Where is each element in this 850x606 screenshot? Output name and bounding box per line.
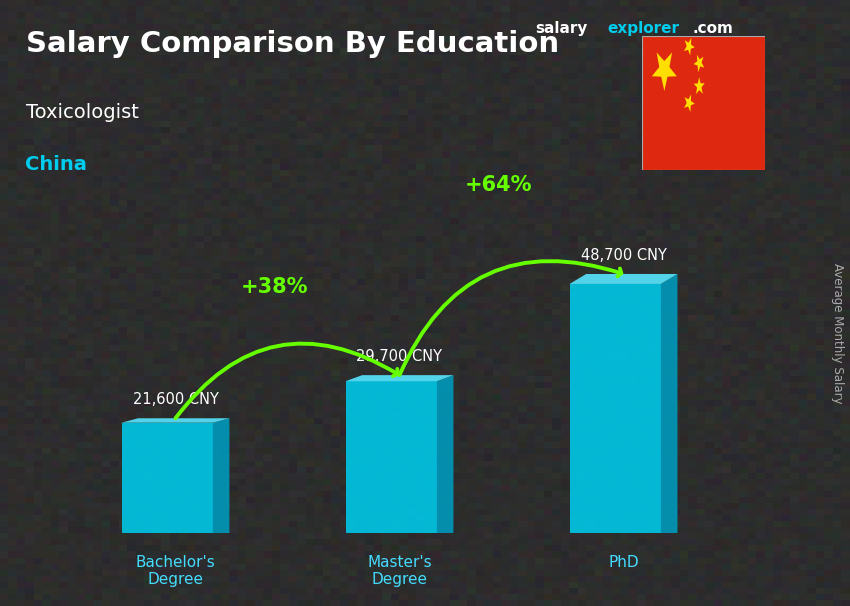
Polygon shape bbox=[684, 38, 694, 56]
Text: .com: .com bbox=[693, 21, 734, 36]
Polygon shape bbox=[122, 418, 230, 423]
Text: 21,600 CNY: 21,600 CNY bbox=[133, 392, 218, 407]
Polygon shape bbox=[684, 95, 694, 112]
Polygon shape bbox=[437, 375, 453, 533]
Polygon shape bbox=[642, 36, 765, 170]
Text: Bachelor's
Degree: Bachelor's Degree bbox=[136, 555, 215, 587]
Polygon shape bbox=[122, 423, 212, 533]
Polygon shape bbox=[660, 274, 677, 533]
Text: China: China bbox=[26, 155, 88, 173]
Text: Salary Comparison By Education: Salary Comparison By Education bbox=[26, 30, 558, 58]
Text: explorer: explorer bbox=[608, 21, 680, 36]
Polygon shape bbox=[694, 77, 705, 94]
Polygon shape bbox=[346, 381, 437, 533]
Text: PhD: PhD bbox=[609, 555, 639, 570]
Text: Toxicologist: Toxicologist bbox=[26, 103, 139, 122]
Text: 48,700 CNY: 48,700 CNY bbox=[581, 248, 666, 263]
Polygon shape bbox=[346, 375, 453, 381]
Polygon shape bbox=[570, 284, 660, 533]
Polygon shape bbox=[570, 274, 677, 284]
Text: Master's
Degree: Master's Degree bbox=[367, 555, 432, 587]
FancyArrowPatch shape bbox=[175, 344, 398, 418]
Polygon shape bbox=[212, 418, 230, 533]
Polygon shape bbox=[652, 53, 677, 91]
Text: 29,700 CNY: 29,700 CNY bbox=[356, 349, 443, 364]
FancyArrowPatch shape bbox=[400, 261, 621, 375]
Text: Average Monthly Salary: Average Monthly Salary bbox=[830, 263, 844, 404]
Text: +64%: +64% bbox=[464, 176, 532, 196]
Polygon shape bbox=[694, 55, 705, 72]
Text: salary: salary bbox=[536, 21, 588, 36]
Text: +38%: +38% bbox=[241, 276, 308, 296]
